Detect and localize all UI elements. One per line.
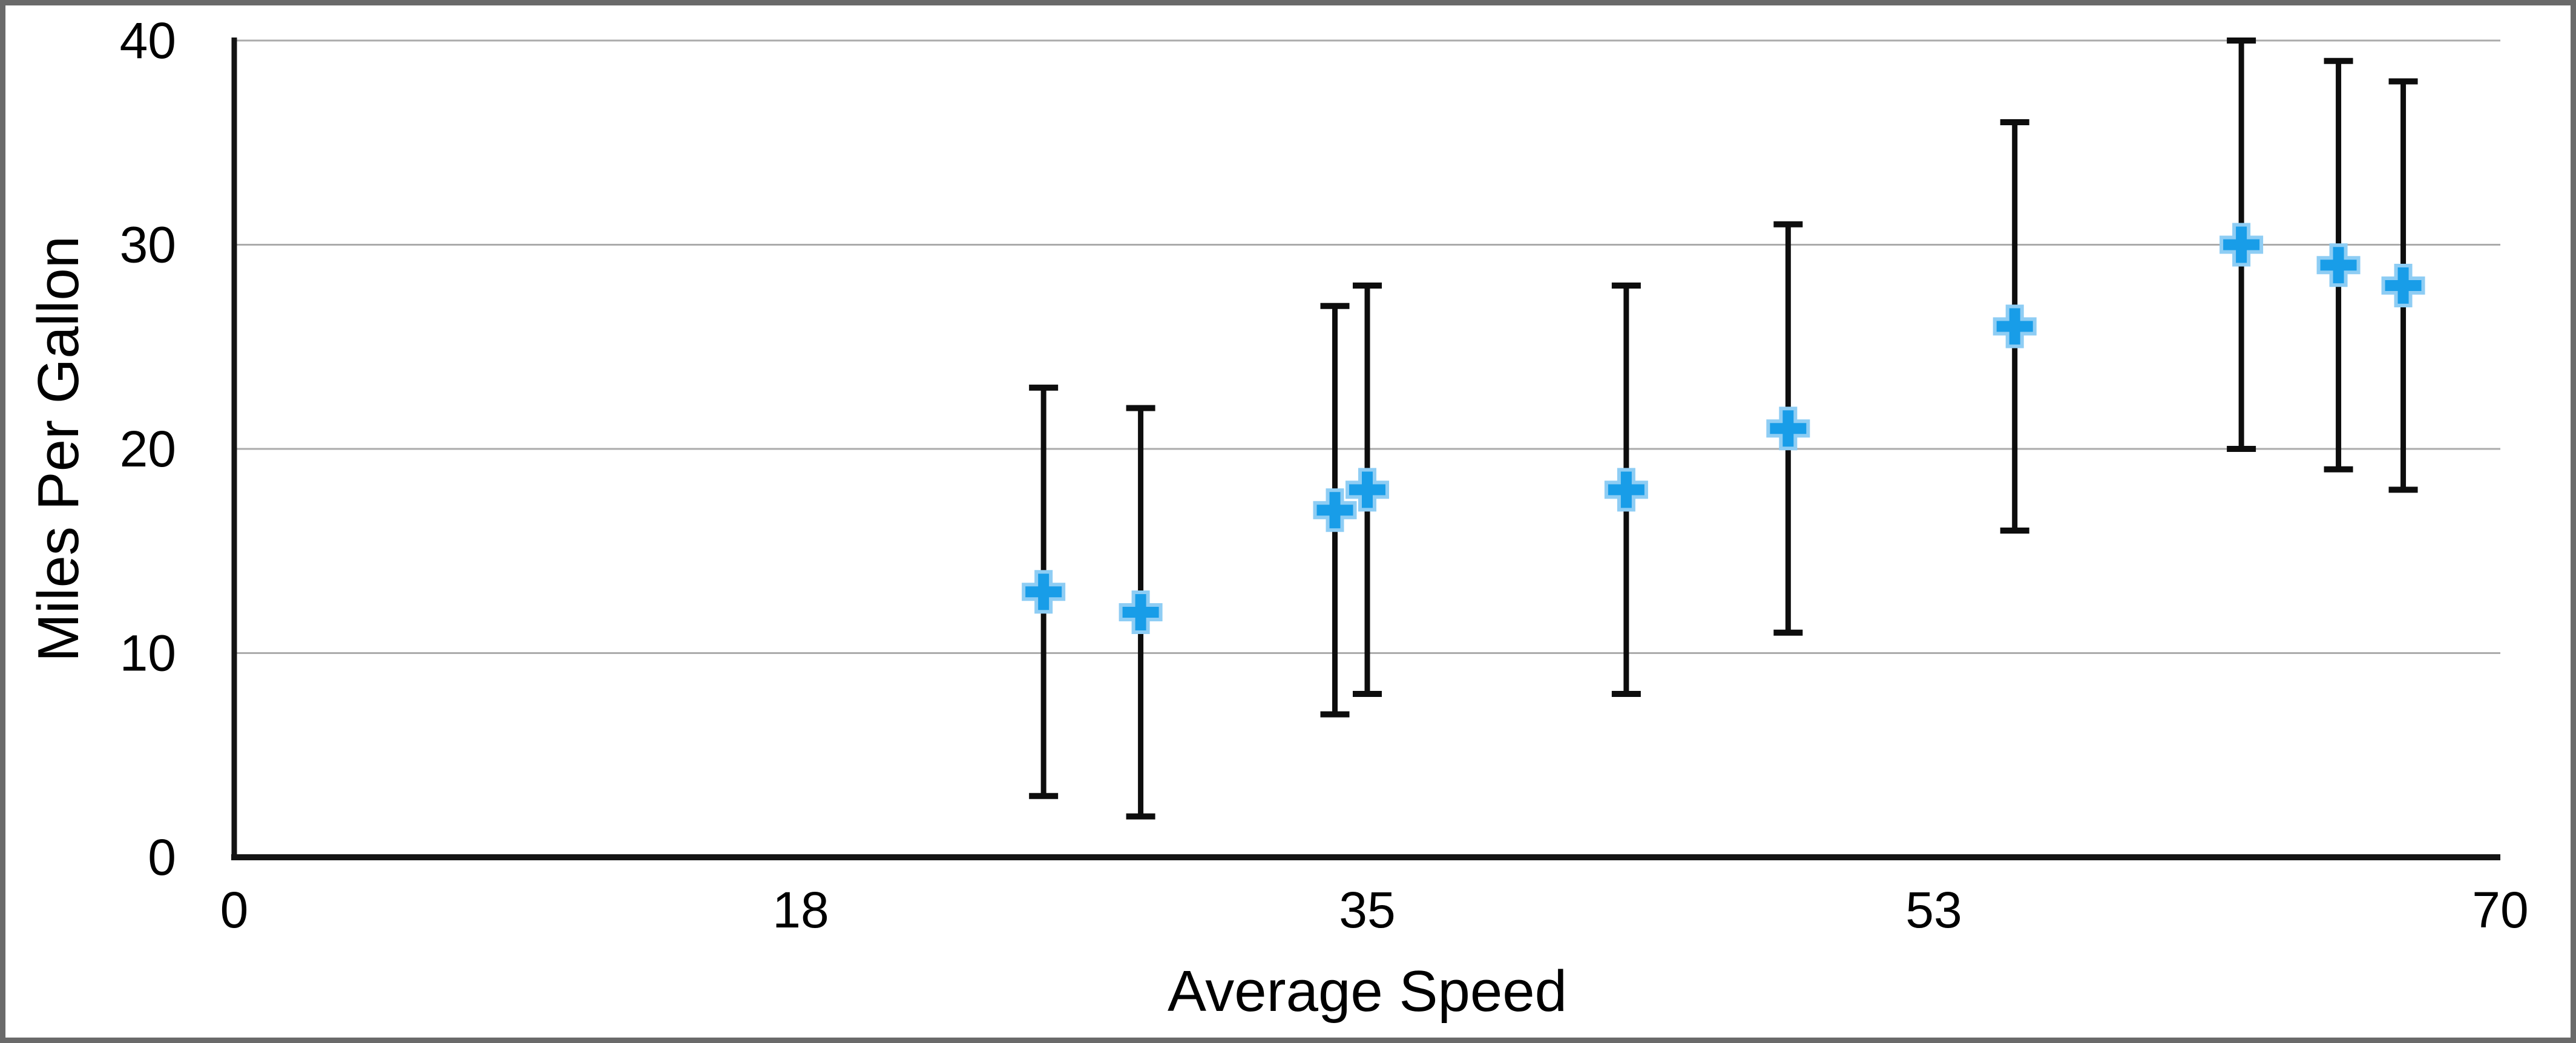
x-tick-label: 35 (1339, 881, 1395, 938)
x-tick-label: 0 (220, 881, 249, 938)
data-point-marker[interactable] (1604, 468, 1648, 512)
data-point-marker[interactable] (1022, 570, 1066, 614)
markers-group (1022, 223, 2425, 634)
data-point-marker[interactable] (1119, 590, 1163, 634)
data-point-marker[interactable] (1766, 407, 1810, 451)
x-axis-title: Average Speed (1168, 959, 1567, 1024)
x-tick-label: 53 (1905, 881, 1962, 938)
y-tick-label: 30 (120, 217, 176, 273)
data-point-marker[interactable] (2381, 264, 2425, 307)
x-tick-label: 18 (772, 881, 829, 938)
plot-area: 0 10 20 30 40 0 18 35 53 70 Average Speed Miles P… (26, 12, 2529, 1024)
data-point-marker[interactable] (1346, 468, 1389, 512)
y-axis-title: Miles Per Gallon (26, 236, 91, 662)
y-tick-label: 20 (120, 420, 176, 477)
data-point-marker[interactable] (2220, 223, 2264, 267)
y-tick-label: 0 (148, 829, 176, 886)
tick-labels-group: 0 10 20 30 40 0 18 35 53 70 (120, 12, 2529, 938)
y-tick-label: 40 (120, 12, 176, 69)
x-tick-label: 70 (2472, 881, 2528, 938)
data-point-marker[interactable] (1313, 488, 1357, 532)
error-bars-group (1029, 38, 2418, 820)
data-point-marker[interactable] (2316, 243, 2361, 287)
y-tick-label: 10 (120, 625, 176, 682)
axes-group (231, 38, 2500, 860)
data-point-marker[interactable] (1993, 304, 2037, 348)
